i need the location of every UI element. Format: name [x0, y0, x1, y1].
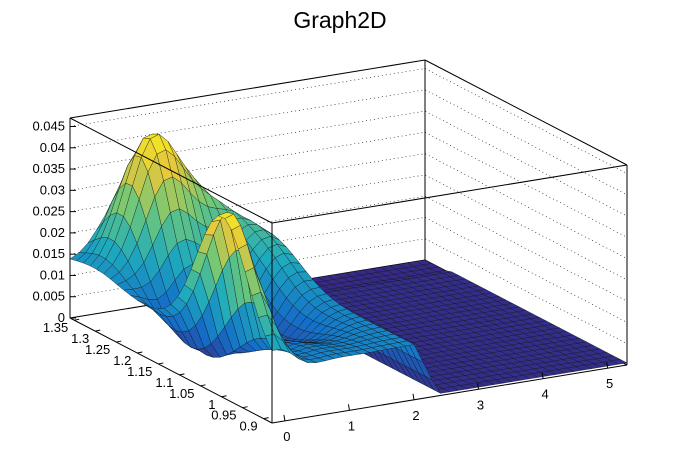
y-tick-label: 1.25 — [85, 342, 110, 357]
y-tick-label: 1.05 — [169, 386, 194, 401]
x-tick-label: 5 — [606, 376, 613, 391]
y-tick-label: 1.1 — [155, 375, 173, 390]
y-tick — [200, 384, 206, 387]
z-tick-label: 0.035 — [32, 161, 65, 176]
x-tick-label: 0 — [283, 429, 290, 444]
y-tick-label: 0.9 — [240, 419, 258, 434]
box-edge — [271, 164, 628, 224]
y-tick — [221, 395, 227, 398]
x-tick — [606, 362, 609, 369]
y-tick — [116, 340, 122, 343]
y-tick-label: 1 — [208, 397, 215, 412]
box-edge — [69, 317, 273, 424]
x-tick — [412, 393, 415, 400]
box-edge — [424, 59, 628, 166]
box-edge — [271, 364, 628, 424]
chart-title: Graph2D — [293, 7, 386, 33]
x-tick-label: 3 — [477, 397, 484, 412]
x-tick — [283, 414, 286, 421]
x-tick — [477, 383, 480, 390]
z-tick-label: 0.025 — [32, 204, 65, 219]
x-tick-label: 2 — [412, 408, 419, 423]
z-tick-label: 0.03 — [40, 182, 65, 197]
y-axis: 0.9 0.951 1.051.11.151.21.251.31.35 — [43, 318, 269, 434]
y-tick-label: 1.2 — [113, 353, 131, 368]
y-tick-label: 1.15 — [127, 364, 152, 379]
y-tick — [95, 329, 101, 332]
z-tick-label: 0 — [58, 310, 65, 325]
box-edge — [69, 59, 426, 119]
front-box-edges — [69, 117, 628, 423]
x-tick — [347, 404, 350, 411]
y-tick — [179, 373, 185, 376]
z-axis: 0 0.005 0.01 0.015 0.02 0.025 0.03 0.035 0.04 0.0… — [32, 119, 76, 325]
z-tick-label: 0.045 — [32, 119, 65, 134]
y-tick — [263, 417, 269, 420]
box-edge — [69, 117, 273, 224]
y-tick-label: 0.95 — [211, 408, 236, 423]
z-tick-label: 0.02 — [40, 225, 65, 240]
z-tick-label: 0.005 — [32, 289, 65, 304]
surface-cell — [265, 333, 282, 351]
y-tick — [74, 318, 80, 321]
y-tick — [158, 362, 164, 365]
y-tick-label: 1.35 — [43, 320, 68, 335]
z-tick-label: 0.04 — [40, 140, 65, 155]
x-axis: 0 1 2 3 4 5 — [283, 362, 613, 444]
y-tick — [242, 406, 248, 409]
x-tick — [541, 372, 544, 379]
surface-mesh — [69, 133, 628, 394]
y-tick-label: 1.3 — [71, 331, 89, 346]
x-tick-label: 4 — [541, 387, 548, 402]
x-tick-label: 1 — [348, 418, 355, 433]
z-tick-label: 0.01 — [40, 267, 65, 282]
y-tick — [137, 351, 143, 354]
z-tick-label: 0.015 — [32, 246, 65, 261]
